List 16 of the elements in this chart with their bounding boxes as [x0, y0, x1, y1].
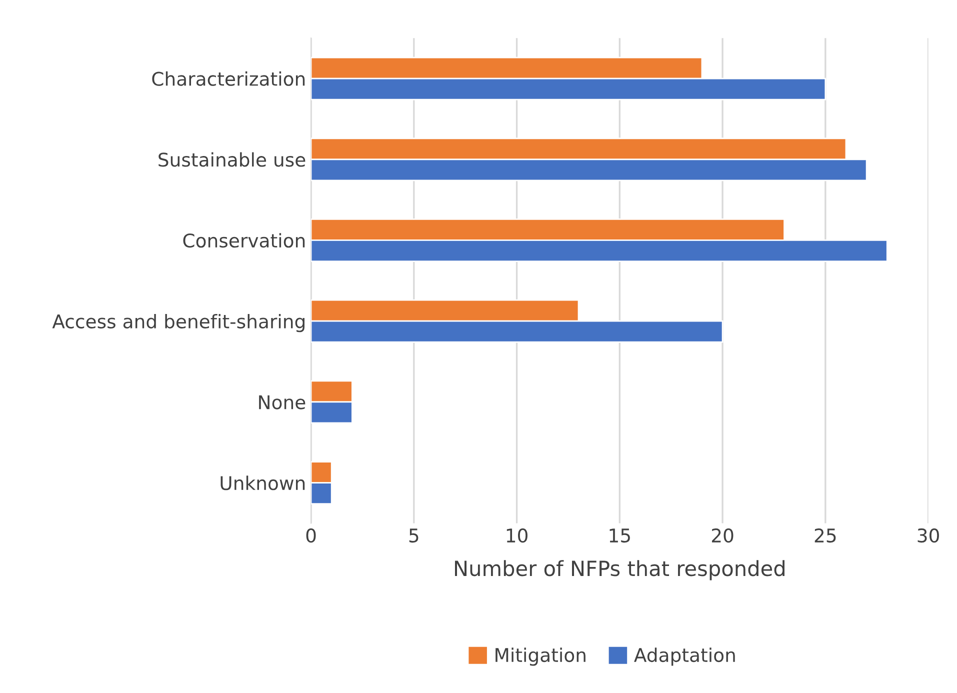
y-tick-label: Conservation — [183, 233, 305, 248]
y-tick-label: None — [259, 395, 306, 410]
x-tick-label: 30 — [918, 528, 939, 543]
x-tick-label: 10 — [506, 528, 528, 543]
y-tick-label: Sustainable use — [158, 152, 306, 167]
y-tick-label: Unknown — [220, 476, 305, 490]
x-tick-label: 0 — [306, 528, 316, 543]
x-tick-label: 5 — [409, 528, 418, 543]
x-tick-label: 15 — [610, 528, 630, 543]
y-tick-label: Characterization — [152, 71, 305, 86]
legend-label: Mitigation — [496, 648, 586, 666]
y-tick-label: Access and benefit-sharing — [52, 314, 304, 332]
x-tick-label: 25 — [814, 528, 836, 543]
legend-label: Adaptation — [634, 648, 735, 666]
x-axis-title: Number of NFPs that responded — [455, 560, 784, 580]
x-tick-label: 20 — [712, 528, 734, 543]
